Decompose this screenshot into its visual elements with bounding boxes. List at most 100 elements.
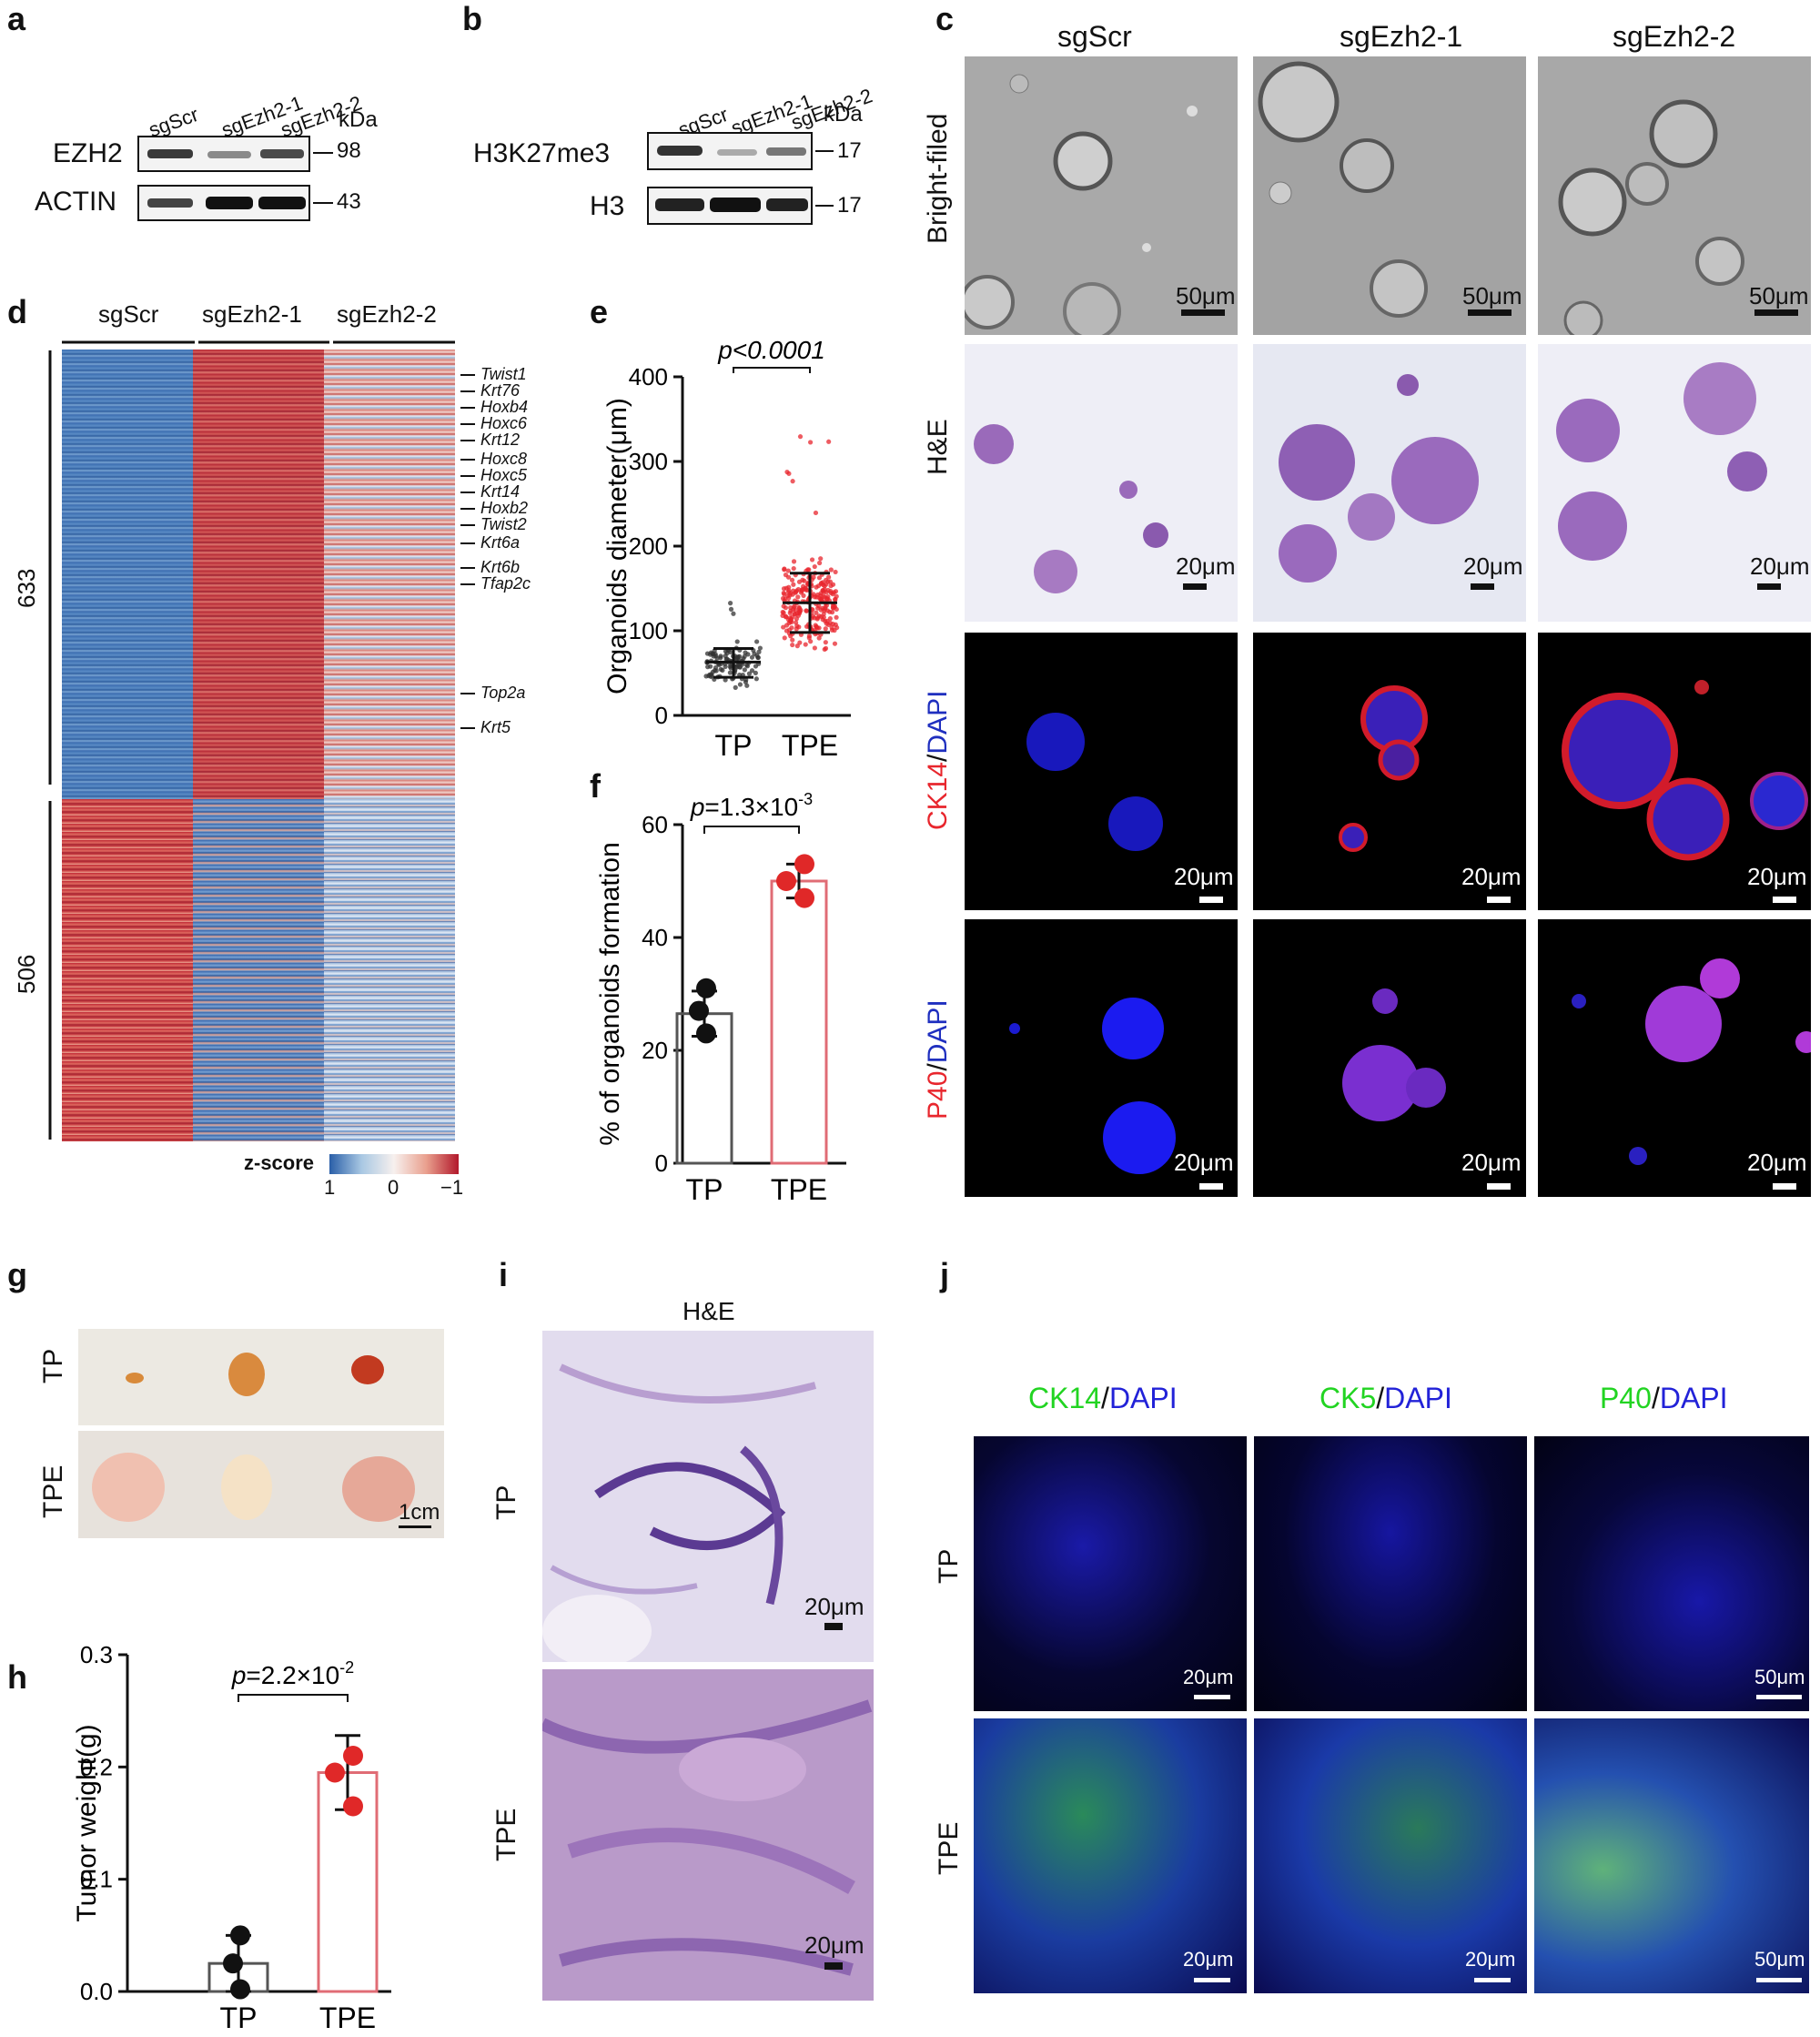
data-point: [788, 604, 794, 611]
p40-dapi-image-sgezh2-2: [1538, 919, 1811, 1197]
scale-bar: [399, 1525, 431, 1528]
y-tick-label: 40: [642, 924, 668, 951]
data-point: [823, 640, 828, 645]
row-label-tp: TP: [934, 1548, 964, 1584]
y-tick-label: 0: [655, 702, 668, 729]
heatmap-block-up-sgezh2-2: [324, 350, 455, 799]
data-point: [791, 565, 796, 572]
data-point: [737, 664, 743, 670]
data-point: [829, 609, 835, 615]
mw-h3k27me3: 17: [837, 138, 862, 163]
column-header-sgezh2-2: sgEzh2-2: [1613, 20, 1736, 53]
data-point: [811, 574, 816, 580]
gene-label: Twist1: [480, 365, 527, 383]
data-point: [782, 635, 787, 641]
data-point: [796, 611, 803, 616]
data-point: [791, 582, 796, 587]
panel-label-h: h: [7, 1658, 27, 1696]
data-point: [230, 1925, 250, 1946]
data-point: [728, 606, 734, 612]
data-point: [814, 610, 819, 615]
data-point: [794, 854, 814, 875]
column-header-ck5-dapi: CK5/DAPI: [1320, 1382, 1452, 1414]
if-image-ck5-tpe: [1254, 1718, 1527, 1993]
y-tick-label: 0.2: [80, 1753, 113, 1780]
scale-bar: [1773, 897, 1796, 903]
kda-unit: kDa: [824, 102, 863, 127]
data-point: [343, 1796, 363, 1817]
scale-label: 20μm: [1461, 1149, 1522, 1176]
data-point: [784, 628, 790, 633]
data-point: [820, 605, 825, 611]
data-point: [786, 595, 792, 601]
scale-label: 20μm: [1176, 552, 1236, 580]
x-tick-label: TPE: [782, 729, 838, 762]
p-value-label: p=1.3×10-3: [690, 790, 813, 821]
scale-label: 20μm: [804, 1931, 864, 1959]
data-point: [731, 611, 736, 616]
data-point: [816, 603, 822, 609]
data-point: [804, 608, 809, 613]
data-point: [733, 684, 738, 690]
data-point: [804, 623, 810, 629]
data-point: [795, 594, 801, 600]
data-point: [785, 589, 792, 595]
data-point: [818, 596, 824, 602]
heatmap-block-down-sgezh2-2: [324, 799, 455, 1141]
he-tissue-tpe: [542, 1669, 874, 2001]
data-point: [789, 577, 795, 583]
data-point: [708, 672, 714, 677]
data-point: [809, 557, 815, 562]
data-point: [223, 1953, 243, 1974]
gene-label: Hoxb4: [480, 398, 529, 416]
data-point: [831, 590, 837, 595]
panel-label-b: b: [462, 0, 482, 37]
x-tick-label: TPE: [771, 1173, 827, 1206]
blot-row-label-h3k27me3: H3K27me3: [473, 138, 611, 168]
scale-label: 50μm: [1754, 1666, 1805, 1688]
if-image-ck5-tp: [1254, 1436, 1527, 1711]
data-point: [734, 639, 740, 644]
data-point: [825, 587, 831, 593]
data-point: [696, 1023, 716, 1044]
gene-label: Krt5: [480, 718, 511, 736]
scale-bar: [1194, 1695, 1230, 1699]
colorbar-tick-0: 0: [388, 1176, 399, 1199]
data-point: [822, 583, 827, 589]
data-point: [742, 667, 747, 673]
data-point: [832, 641, 838, 646]
column-header-sgezh2-1: sgEzh2-1: [1340, 20, 1463, 53]
scale-bar: [824, 1623, 843, 1630]
data-point: [833, 597, 838, 603]
scale-label: 20μm: [1183, 1666, 1234, 1688]
ck14-dapi-image-sgezh2-1: [1253, 633, 1526, 910]
data-point: [823, 618, 828, 624]
scale-bar: [1194, 1978, 1230, 1982]
data-point: [727, 670, 733, 675]
scale-bar: [1181, 309, 1225, 316]
data-point: [724, 656, 730, 662]
gene-label: Krt76: [480, 381, 521, 400]
y-tick-label: 0: [655, 1150, 668, 1177]
gene-label: Krt6b: [480, 558, 521, 576]
row-label-tpe: TPE: [491, 1808, 521, 1861]
panel-label-d: d: [7, 293, 27, 330]
data-point: [792, 603, 797, 609]
data-point: [749, 668, 755, 674]
y-tick-label: 0.3: [80, 1641, 113, 1668]
data-point: [325, 1762, 345, 1783]
data-point: [343, 1746, 363, 1766]
data-point: [824, 608, 831, 613]
panel-label-e: e: [590, 293, 609, 330]
panel-label-j: j: [940, 1256, 950, 1293]
data-point: [749, 654, 755, 660]
mw-h3: 17: [837, 193, 862, 218]
ck14-dapi-image-sgezh2-2: [1538, 633, 1811, 910]
he-image-sgezh2-1: [1253, 344, 1526, 622]
scale-bar: [1756, 1695, 1802, 1699]
data-point: [689, 1000, 709, 1021]
data-point: [718, 654, 723, 659]
data-point: [786, 584, 792, 590]
p-value-label: p<0.0001: [717, 336, 825, 364]
